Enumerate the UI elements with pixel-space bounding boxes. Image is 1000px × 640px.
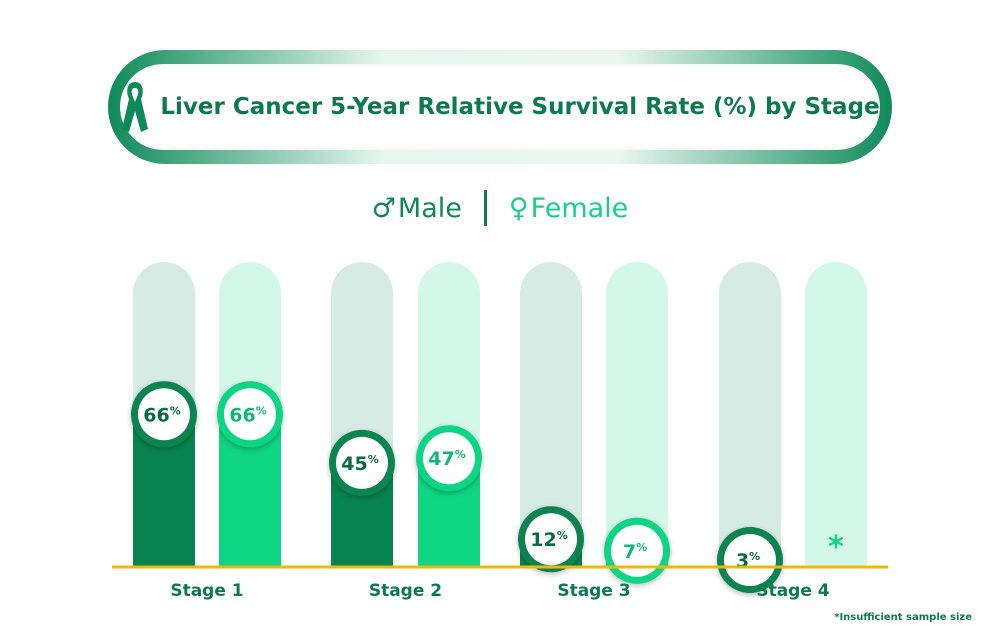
- legend-item-male: ♂ Male: [372, 193, 462, 224]
- title-banner: Liver Cancer 5-Year Relative Survival Ra…: [108, 50, 892, 164]
- x-tick-label-stage-2: Stage 2: [369, 581, 442, 601]
- bar-track-male-stage-4: [719, 262, 781, 567]
- footnote: *Insufficient sample size: [834, 612, 972, 623]
- female-symbol-icon: ♀: [508, 192, 529, 224]
- x-tick-label-stage-3: Stage 3: [557, 581, 630, 601]
- badge-male-stage-1: [138, 388, 190, 441]
- chart-legend: ♂ Male ♀ Female: [0, 186, 1000, 230]
- bar-track-male-stage-3: [520, 262, 582, 567]
- badge-male-stage-4: [724, 534, 776, 587]
- title-banner-inner: Liver Cancer 5-Year Relative Survival Ra…: [120, 64, 880, 150]
- chart-title: Liver Cancer 5-Year Relative Survival Ra…: [160, 94, 880, 120]
- x-tick-label-stage-4: Stage 4: [756, 581, 829, 601]
- male-symbol-icon: ♂: [371, 192, 396, 224]
- bar-track-female-stage-4: [805, 262, 867, 567]
- legend-item-female: ♀ Female: [509, 193, 628, 224]
- legend-label-male: Male: [397, 192, 462, 224]
- legend-separator: [483, 190, 487, 226]
- badge-female-stage-2: [423, 432, 475, 485]
- badge-male-stage-3: [525, 513, 577, 566]
- badge-female-stage-1: [224, 388, 276, 441]
- x-tick-label-stage-1: Stage 1: [170, 581, 243, 601]
- legend-label-female: Female: [530, 192, 629, 224]
- badge-male-stage-2: [336, 436, 388, 489]
- data-label-female-stage-4: *: [828, 530, 844, 565]
- cancer-ribbon-icon: [122, 82, 149, 132]
- bar-track-female-stage-3: [606, 262, 668, 567]
- badge-female-stage-3: [611, 524, 663, 577]
